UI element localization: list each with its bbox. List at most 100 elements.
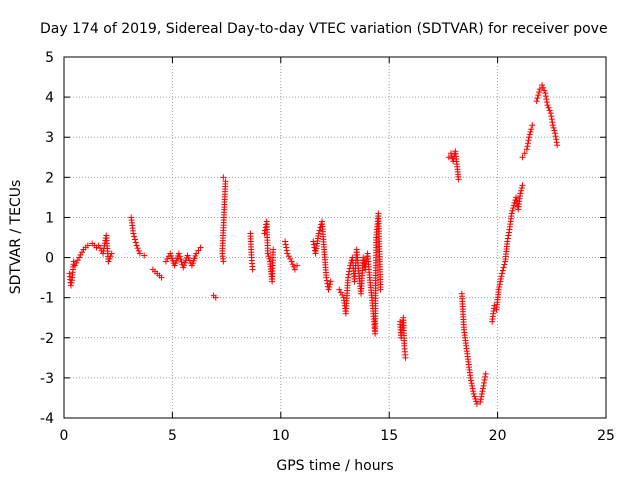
data-point [164,255,171,262]
data-point [535,92,542,99]
data-point [261,230,268,237]
data-point [70,258,77,265]
data-point [478,390,485,397]
data-point [220,174,227,181]
data-point [290,263,297,270]
y-tick-label: -2 [40,331,54,347]
data-point [106,255,113,262]
y-tick-label: 0 [45,251,54,267]
data-point [508,210,515,217]
data-point [546,107,553,114]
y-tick-label: 1 [45,210,54,226]
data-point [283,247,290,254]
data-point [548,113,555,120]
data-point [345,274,352,281]
data-point [184,252,191,259]
data-point [193,250,200,257]
data-point [481,376,488,383]
data-point [195,247,202,254]
data-point [141,252,148,259]
data-point [95,242,102,249]
data-point [525,137,532,144]
data-point [447,150,454,157]
data-point [360,254,367,261]
data-point [74,257,81,264]
data-point [553,139,560,146]
data-point [323,277,330,284]
data-point [266,255,273,262]
data-point [501,261,508,268]
data-point [469,382,476,389]
data-point [518,185,525,192]
data-point [505,229,512,236]
data-point [282,241,289,248]
data-point [471,393,478,400]
data-point [185,255,192,262]
y-tick-label: 3 [45,130,54,146]
data-point [527,128,534,135]
data-point [477,398,484,405]
data-point [377,286,384,293]
data-point [523,146,530,153]
data-point [510,202,517,209]
data-point [131,233,138,240]
data-point [136,250,143,257]
data-point [547,110,554,117]
data-point [265,253,272,260]
data-point [521,150,528,157]
data-point [84,242,91,249]
data-point [133,242,140,249]
data-point [455,176,462,183]
data-point [315,230,322,237]
data-point [497,275,504,282]
data-point [337,289,344,296]
data-point [509,207,516,214]
data-point [107,253,114,260]
x-tick-label: 20 [489,428,507,444]
data-point [504,235,511,242]
chart-title: Day 174 of 2019, Sidereal Day-to-day VTE… [40,21,608,37]
data-point [177,256,184,263]
grid-lines [64,57,606,418]
y-tick-label: 2 [45,170,54,186]
data-point [518,187,525,194]
data-point [513,197,520,204]
data-point [289,261,296,268]
data-point [325,286,332,293]
data-point [510,205,517,212]
x-tick-label: 10 [272,428,290,444]
data-point [402,354,409,361]
data-point [346,268,353,275]
data-point [76,254,83,261]
axes-frame [63,56,607,419]
data-point [497,278,504,285]
x-tick-label: 15 [380,428,398,444]
plot-frame [63,56,607,419]
data-point [549,122,556,129]
data-point [345,271,352,278]
data-point [474,400,481,407]
data-point [540,84,547,91]
data-point [327,278,334,285]
data-point [310,238,317,245]
x-axis-label: GPS time / hours [276,458,393,474]
data-point [71,262,78,269]
data-point [504,238,511,245]
data-point [524,143,531,150]
x-tick-label: 5 [168,428,177,444]
data-point [505,232,512,239]
data-point [467,374,474,381]
data-point [249,266,256,273]
data-point [77,251,84,258]
tick-marks: 0 5 10 15 20 25 -4 -3 -2 -1 0 1 2 3 4 5 [40,50,615,444]
data-point [132,239,139,246]
data-point [529,122,536,129]
data-point [197,244,204,251]
data-point [105,258,112,265]
data-point [519,182,526,189]
data-point [288,258,295,265]
data-point [468,377,475,384]
data-point [541,87,548,94]
data-point [550,124,557,131]
